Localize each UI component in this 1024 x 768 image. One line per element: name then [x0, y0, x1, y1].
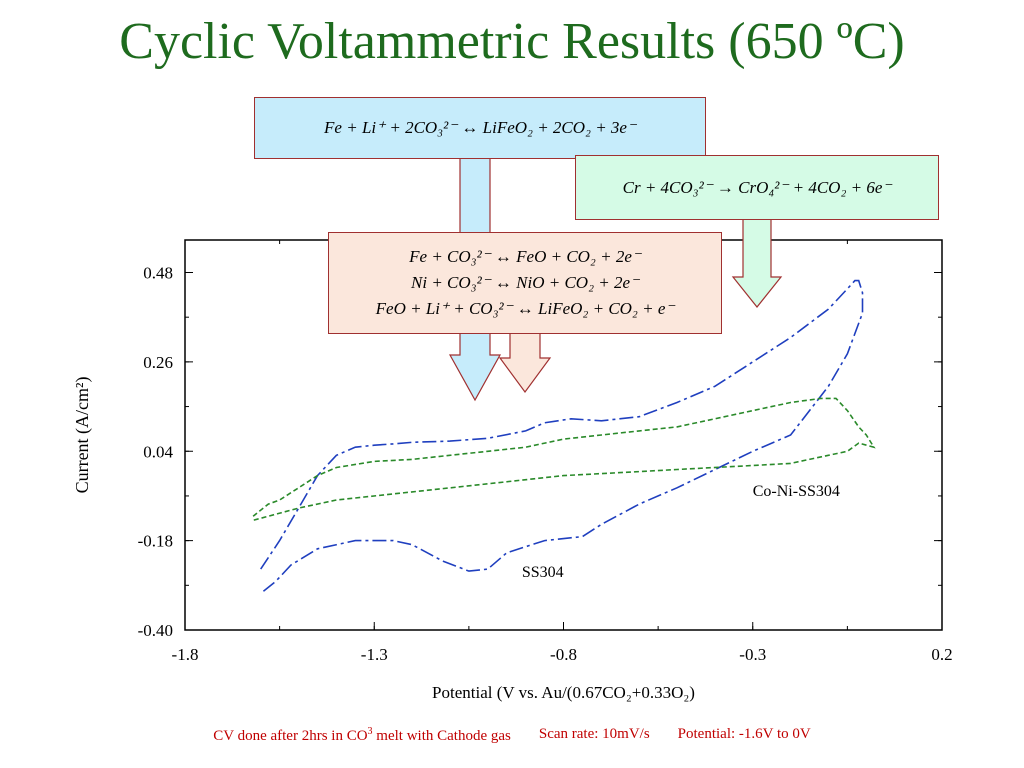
cv-chart: -1.8 -1.3 -0.8 -0.3 0.2 -0.40 -0.18 0.04 0.26 0.4… [72, 157, 953, 702]
equation-line: Ni + CO₃²⁻ ↔ NiO + CO₂ + 2e⁻ [411, 273, 639, 292]
y-tick-label: 0.48 [143, 264, 173, 283]
equation-line: Cr + 4CO₃²⁻ → CrO₄²⁻ + 4CO₂ + 6e⁻ [622, 177, 892, 197]
x-tick-label: -0.3 [739, 645, 766, 664]
x-tick-label: -1.8 [172, 645, 199, 664]
series-line [252, 397, 876, 522]
footer-scan-rate: Scan rate: 10mV/s [538, 726, 650, 742]
y-tick-label: -0.40 [138, 621, 173, 640]
footer-potential-range: Potential: -1.6V to 0V [677, 726, 811, 742]
y-tick-label: 0.04 [143, 442, 173, 461]
series-label: SS304 [522, 564, 564, 581]
x-tick-label: 0.2 [931, 645, 952, 664]
arrow-cr [731, 218, 783, 308]
slide-title: Cyclic Voltammetric Results (650 ºC) [119, 13, 905, 70]
y-tick-label: -0.18 [138, 532, 173, 551]
plot-layer: -1.8 -1.3 -0.8 -0.3 0.2 -0.40 -0.18 0.04 0.26 0.4… [72, 239, 953, 702]
footer-notes: CV done after 2hrs in CO3 melt with Cath… [0, 726, 1024, 745]
series-line [260, 279, 864, 595]
equation-box-cr: Cr + 4CO₃²⁻ → CrO₄²⁻ + 4CO₂ + 6e⁻ [575, 155, 939, 220]
y-tick-label: 0.26 [143, 353, 173, 372]
series-label: Co-Ni-SS304 [753, 483, 840, 500]
arrow-fe-ni-feo [498, 332, 552, 394]
equation-box-fe-ni-feo: Fe + CO₃²⁻ ↔ FeO + CO₂ + 2e⁻ Ni + CO₃²⁻ … [328, 232, 722, 334]
footer-note: CV done after 2hrs in CO3 melt with Cath… [213, 726, 511, 744]
x-tick-label: -0.8 [550, 645, 577, 664]
equation-box-fe-li: Fe + Li⁺ + 2CO₃²⁻ ↔ LiFeO₂ + 2CO₂ + 3e⁻ [254, 97, 706, 159]
equation-line: Fe + CO₃²⁻ ↔ FeO + CO₂ + 2e⁻ [409, 247, 641, 266]
equation-line: FeO + Li⁺ + CO₃²⁻ ↔ LiFeO₂ + CO₂ + e⁻ [375, 299, 675, 318]
x-axis-label: Potential (V vs. Au/(0.67CO₂+0.33O₂) [432, 683, 695, 702]
y-axis-label: Current (A/cm²) [72, 377, 93, 494]
x-tick-label: -1.3 [361, 645, 388, 664]
equation-line: Fe + Li⁺ + 2CO₃²⁻ ↔ LiFeO₂ + 2CO₂ + 3e⁻ [324, 118, 636, 137]
